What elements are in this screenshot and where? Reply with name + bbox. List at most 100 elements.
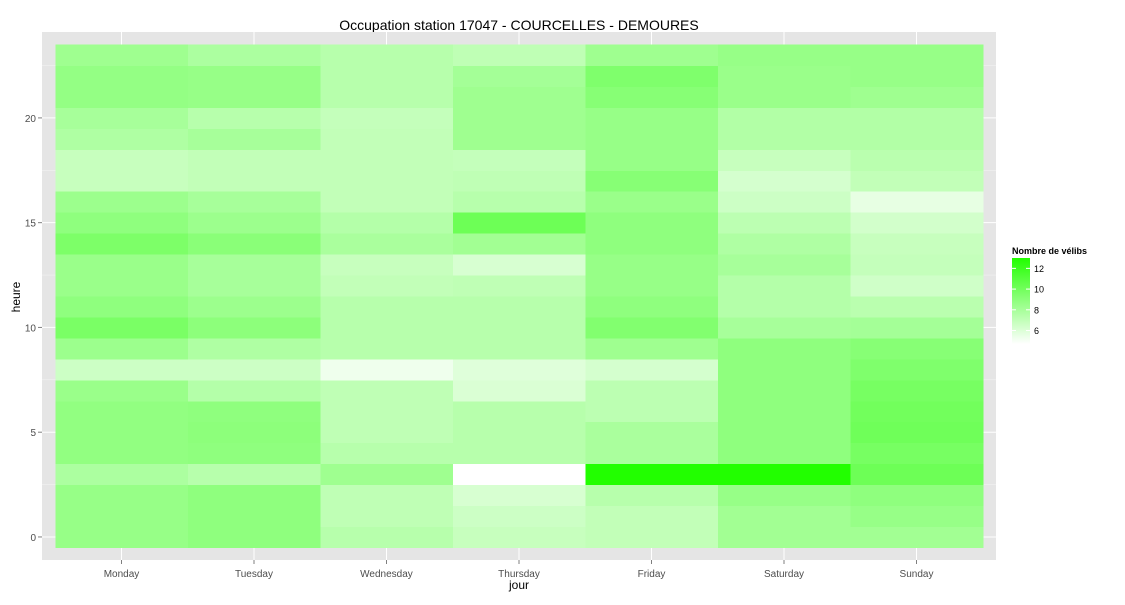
heatmap-cell: [850, 484, 984, 507]
legend-ticks: 6 8 10 12: [1012, 264, 1044, 336]
axes: 0 5 10 15 20 Monday Tuesday Wednesday Thursday Fr…: [25, 114, 934, 580]
heatmap-cell: [717, 149, 851, 171]
heatmap-cell: [320, 233, 454, 255]
heatmap-cell: [452, 505, 586, 527]
y-tick-label: 20: [25, 114, 37, 125]
heatmap-cell: [452, 149, 586, 171]
heatmap-cell: [717, 86, 851, 108]
x-tick-label: Sunday: [900, 569, 934, 580]
heatmap-cell: [187, 296, 321, 318]
heatmap-cell: [55, 254, 189, 276]
heatmap-cell: [320, 149, 454, 171]
heatmap-cell: [187, 442, 321, 465]
heatmap-cell: [187, 44, 321, 67]
y-tick-label: 10: [25, 323, 37, 334]
heatmap-cell: [850, 44, 984, 67]
heatmap-cell: [55, 86, 189, 108]
heatmap-cell: [585, 337, 719, 360]
legend: Nombre de vélibs 6 8 10 12: [1012, 246, 1087, 344]
heatmap-cell: [452, 316, 586, 339]
heatmap-cell: [320, 526, 454, 548]
heatmap-cell: [320, 212, 454, 234]
heatmap-cell: [320, 86, 454, 108]
heatmap-cell: [850, 337, 984, 360]
x-tick-label: Monday: [104, 569, 140, 580]
heatmap-cell: [717, 442, 851, 465]
heatmap-cell: [452, 296, 586, 318]
heatmap-cell: [850, 526, 984, 548]
heatmap-cell: [850, 128, 984, 150]
heatmap-cell: [187, 128, 321, 150]
heatmap-cell: [55, 65, 189, 87]
heatmap-cell: [187, 65, 321, 87]
heatmap-cell: [585, 128, 719, 150]
heatmap-cell: [452, 65, 586, 87]
heatmap-cell: [717, 421, 851, 444]
heatmap-cell: [320, 463, 454, 486]
heatmap-cell: [320, 421, 454, 444]
heatmap-cell: [187, 254, 321, 276]
heatmap-cell: [55, 463, 189, 486]
heatmap-cell: [850, 358, 984, 381]
heatmap-cell: [850, 421, 984, 444]
heatmap-cell: [55, 484, 189, 507]
heatmap-cell: [585, 86, 719, 108]
heatmap-cell: [320, 484, 454, 507]
legend-title: Nombre de vélibs: [1012, 246, 1087, 256]
heatmap-cell: [585, 170, 719, 192]
heatmap-cell: [187, 107, 321, 129]
heatmap-cell: [585, 442, 719, 465]
heatmap-cell: [452, 400, 586, 423]
heatmap-cell: [187, 233, 321, 255]
heatmap-cell: [850, 107, 984, 129]
heatmap-cell: [187, 463, 321, 486]
heatmap-cell: [320, 400, 454, 423]
heatmap-cell: [585, 191, 719, 213]
heatmap-cell: [55, 526, 189, 548]
heatmap-cell: [585, 107, 719, 129]
heatmap-cell: [55, 212, 189, 234]
heatmap-cell: [55, 505, 189, 527]
heatmap-cell: [717, 505, 851, 527]
x-tick-label: Tuesday: [235, 569, 273, 580]
legend-tick-label: 10: [1034, 285, 1044, 295]
heatmap-cell: [187, 337, 321, 360]
legend-tick-label: 8: [1034, 305, 1039, 315]
heatmap-cell: [55, 107, 189, 129]
heatmap-cell: [717, 254, 851, 276]
heatmap-cell: [187, 505, 321, 527]
heatmap-cell: [320, 379, 454, 402]
heatmap-cell: [452, 128, 586, 150]
heatmap-cell: [717, 484, 851, 507]
heatmap-cell: [717, 107, 851, 129]
heatmap-cell: [585, 254, 719, 276]
heatmap-cell: [55, 442, 189, 465]
y-tick-label: 15: [25, 219, 37, 230]
heatmap-cell: [55, 358, 189, 381]
heatmap-cell: [320, 254, 454, 276]
heatmap-cell: [850, 191, 984, 213]
heatmap-cell: [320, 442, 454, 465]
heatmap-cell: [452, 107, 586, 129]
heatmap-cell: [850, 275, 984, 297]
heatmap-cell: [55, 400, 189, 423]
x-tick-label: Thursday: [498, 569, 540, 580]
heatmap-cell: [320, 191, 454, 213]
heatmap-cell: [55, 275, 189, 297]
heatmap-cell: [187, 275, 321, 297]
heatmap-cell: [452, 337, 586, 360]
heatmap-cell: [320, 316, 454, 339]
heatmap-cell: [717, 296, 851, 318]
heatmap-cell: [187, 86, 321, 108]
heatmap-cell: [320, 107, 454, 129]
heatmap-cell: [585, 65, 719, 87]
heatmap-cell: [850, 65, 984, 87]
heatmap-cell: [585, 379, 719, 402]
heatmap-cell: [850, 400, 984, 423]
heatmap-cell: [187, 316, 321, 339]
heatmap-cell: [55, 191, 189, 213]
heatmap-cell: [187, 358, 321, 381]
heatmap-cells: [55, 44, 984, 548]
heatmap-cell: [320, 275, 454, 297]
